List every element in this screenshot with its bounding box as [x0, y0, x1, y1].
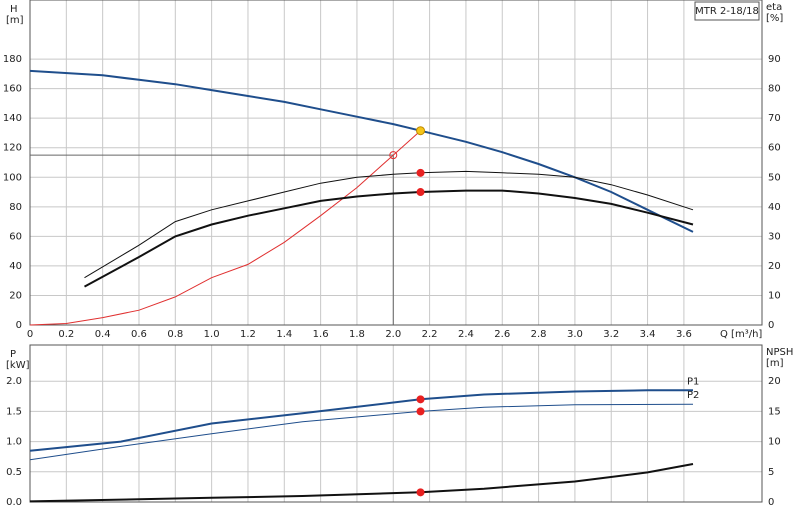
- y-tick-label: 2.0: [6, 376, 22, 387]
- x-axis-label: Q [m³/h]: [720, 329, 762, 340]
- y-tick-label: 60: [9, 231, 22, 242]
- y2-tick-label: 20: [768, 376, 781, 387]
- x-tick-label: 0.6: [131, 329, 147, 340]
- x-tick-label: 1.4: [276, 329, 292, 340]
- y-tick-label: 120: [3, 143, 22, 154]
- curve: [29, 403, 694, 461]
- title-box: [694, 1, 760, 21]
- y2-tick-label: 30: [768, 231, 781, 242]
- y2-axis-unit: [%]: [766, 13, 783, 24]
- y-tick-label: 100: [3, 172, 22, 183]
- x-tick-label: 0.2: [58, 329, 74, 340]
- duty-point: [416, 126, 426, 136]
- x-tick-label: 2.4: [458, 329, 474, 340]
- y-tick-label: 1.0: [6, 437, 22, 448]
- y2-tick-label: 50: [768, 172, 781, 183]
- y2-tick-label: 70: [768, 113, 781, 124]
- chart-title: MTR 2-18/18: [695, 6, 759, 17]
- y-tick-label: 80: [9, 202, 22, 213]
- curve: [84, 170, 694, 279]
- y2-axis-label: eta: [766, 2, 782, 13]
- x-tick-label: 2.2: [422, 329, 438, 340]
- curve: [29, 69, 694, 233]
- y-tick-label: 160: [3, 84, 22, 95]
- x-tick-label: 0.8: [167, 329, 183, 340]
- duty-point: [416, 168, 425, 177]
- y-tick-label: 140: [3, 113, 22, 124]
- y2-tick-label: 10: [768, 290, 781, 301]
- x-tick-label: 3.0: [567, 329, 583, 340]
- duty-point: [416, 188, 425, 197]
- y-tick-label: 180: [3, 54, 22, 65]
- plot-frame: [29, 0, 763, 326]
- plot-frame: [29, 344, 763, 503]
- x-tick-label: 1.0: [204, 329, 220, 340]
- y2-tick-label: 80: [768, 84, 781, 95]
- y-tick-label: 0: [16, 320, 22, 331]
- x-tick-label: 0.4: [95, 329, 111, 340]
- x-tick-label: 2.6: [494, 329, 510, 340]
- duty-point: [416, 488, 425, 497]
- y-tick-label: 20: [9, 290, 22, 301]
- x-tick-label: 1.2: [240, 329, 256, 340]
- y2-tick-label: 0: [768, 320, 774, 331]
- y2-tick-label: 15: [768, 406, 781, 417]
- x-tick-label: 3.6: [676, 329, 692, 340]
- y2-tick-label: 0: [768, 497, 774, 508]
- duty-point: [416, 407, 425, 416]
- y-tick-label: 0.0: [6, 497, 22, 508]
- y-tick-label: 1.5: [6, 406, 22, 417]
- curve: [29, 463, 694, 503]
- reference-point: [389, 151, 398, 160]
- y2-tick-label: 90: [768, 54, 781, 65]
- y2-axis-label: NPSH: [766, 347, 793, 358]
- curve: [29, 130, 421, 326]
- curve: [84, 189, 694, 288]
- curve-label: P1: [687, 376, 699, 387]
- x-tick-label: 2.8: [531, 329, 547, 340]
- x-tick-label: 2.0: [385, 329, 401, 340]
- y2-tick-label: 10: [768, 437, 781, 448]
- duty-point: [416, 395, 425, 404]
- y-axis-unit: [kW]: [6, 360, 30, 371]
- y2-tick-label: 60: [768, 143, 781, 154]
- x-tick-label: 3.2: [603, 329, 619, 340]
- x-tick-label: 1.6: [313, 329, 329, 340]
- y-axis-label: H: [10, 4, 18, 15]
- x-tick-label: 1.8: [349, 329, 365, 340]
- y2-tick-label: 20: [768, 261, 781, 272]
- curve-label: P2: [687, 390, 699, 401]
- y2-tick-label: 40: [768, 202, 781, 213]
- y-axis-unit: [m]: [6, 15, 24, 26]
- x-tick-label: 0: [27, 329, 33, 340]
- y-tick-label: 40: [9, 261, 22, 272]
- y2-tick-label: 5: [768, 467, 774, 478]
- y-tick-label: 0.5: [6, 467, 22, 478]
- y2-axis-unit: [m]: [766, 358, 784, 369]
- y-axis-label: P: [10, 349, 16, 360]
- x-tick-label: 3.4: [640, 329, 656, 340]
